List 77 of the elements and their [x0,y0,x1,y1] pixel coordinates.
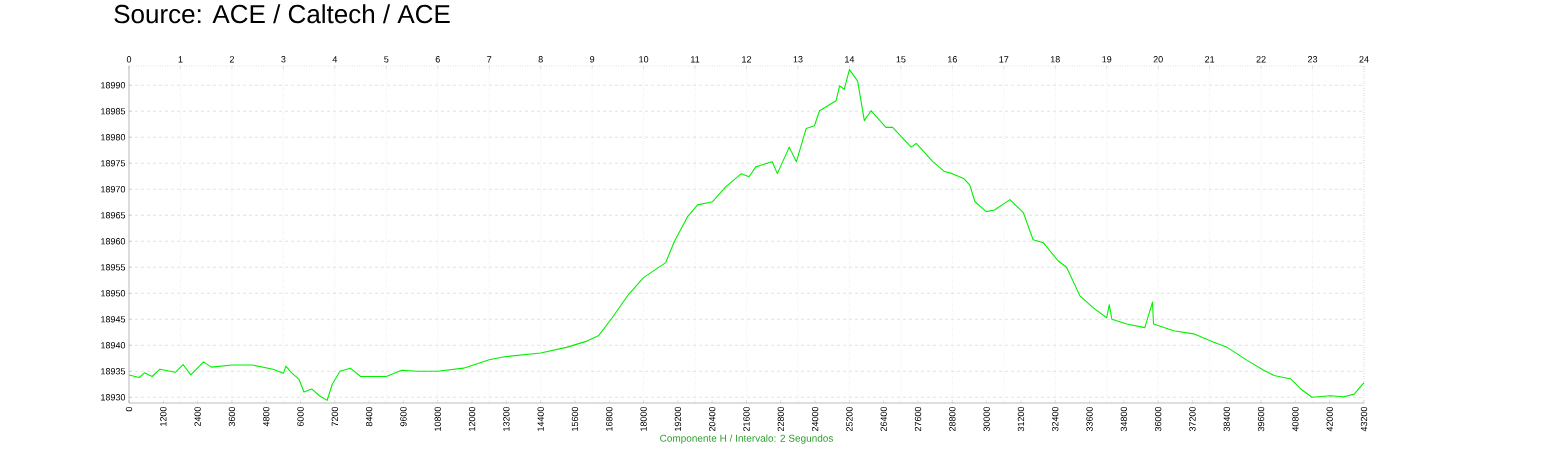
y-tick-label: 18940 [101,342,126,349]
y-tick-label: 18960 [101,238,126,245]
x-tick-label: 39600 [1257,406,1265,432]
x2-tick-label: 24 [1359,56,1369,63]
x2-tick-label: 8 [538,56,543,63]
x-tick-label: 8400 [365,406,373,427]
x-tick-label: 1200 [160,406,167,426]
x-tick-label: 42000 [1326,406,1333,432]
x-tick-label: 12000 [468,406,476,431]
x-tick-label: 19200 [674,406,682,431]
x2-tick-label: 11 [691,56,700,63]
y-tick-label: 18955 [101,264,126,271]
x-tick-label: 26400 [880,406,887,432]
y-tick-label: 18965 [101,212,126,219]
x-tick-label: 38400 [1223,406,1230,432]
x2-tick-label: 20 [1153,56,1163,63]
x-tick-label: 25200 [846,406,853,432]
x-tick-label: 22800 [777,406,784,432]
x2-tick-label: 1 [178,56,183,63]
x2-tick-label: 10 [639,56,649,63]
x2-tick-label: 4 [332,56,338,63]
y-tick-label: 18985 [101,108,126,115]
x-tick-label: 2400 [194,406,201,427]
x-tick-label: 28800 [949,406,956,432]
x-tick-label: 36000 [1154,406,1162,432]
x-tick-label: 40800 [1292,406,1299,432]
source-note: Source: ACE / Caltech / ACE [114,4,450,24]
y-tick-label: 18950 [101,290,126,297]
x-tick-label: 21600 [743,406,750,432]
x-tick-label: 33600 [1086,406,1093,432]
x2-tick-label: 17 [999,56,1009,63]
y-tick-label: 18970 [101,186,126,193]
y-tick-label: 18980 [101,134,126,141]
x2-tick-label: 22 [1256,56,1266,63]
x2-tick-label: 13 [793,56,803,63]
x2-tick-label: 14 [845,56,855,63]
x2-tick-label: 18 [1050,56,1060,63]
x-tick-label: 9600 [400,406,407,427]
x2-tick-label: 16 [948,56,957,63]
x-tick-label: 0 [125,406,133,412]
y-tick-label: 18935 [101,368,126,375]
x-tick-label: 37200 [1189,406,1196,432]
x2-tick-label: 23 [1307,56,1318,63]
x-axis-title: Componente H / Intervalo: 2 Segundos [660,434,834,444]
x2-tick-label: 21 [1205,56,1215,63]
x-tick-label: 16800 [606,406,613,431]
y-tick-label: 18945 [101,316,126,323]
x-tick-label: 14400 [537,406,544,431]
x-tick-label: 3600 [228,406,236,427]
x2-tick-label: 2 [229,56,234,63]
x-tick-label: 10800 [434,406,441,431]
x2-tick-label: 12 [742,56,752,63]
x-tick-label: 32400 [1052,406,1059,432]
x2-tick-label: 9 [590,56,595,63]
x-tick-label: 4800 [263,406,270,427]
x-tick-label: 7200 [331,406,339,427]
x-tick-label: 24000 [811,406,819,432]
x2-tick-label: 0 [126,56,132,63]
y-tick-label: 18930 [101,394,126,401]
x-tick-label: 30000 [983,406,990,432]
x-tick-label: 20400 [709,406,716,432]
x-tick-label: 13200 [503,406,510,431]
x2-tick-label: 19 [1102,56,1112,63]
x-tick-label: 15600 [571,406,579,431]
x-tick-label: 6000 [297,406,304,427]
x2-tick-label: 7 [487,56,492,63]
x-tick-label: 27600 [914,406,922,432]
x2-tick-label: 3 [281,56,286,63]
x2-tick-label: 15 [896,56,906,63]
y-tick-label: 18975 [101,160,126,167]
y-tick-label: 18990 [101,82,126,89]
x-tick-label: 34800 [1120,406,1128,432]
x-tick-label: 43200 [1360,406,1368,432]
x-tick-label: 18000 [640,406,647,431]
x2-tick-label: 6 [435,56,440,63]
x2-tick-label: 5 [384,56,389,63]
x-tick-label: 31200 [1017,406,1025,432]
